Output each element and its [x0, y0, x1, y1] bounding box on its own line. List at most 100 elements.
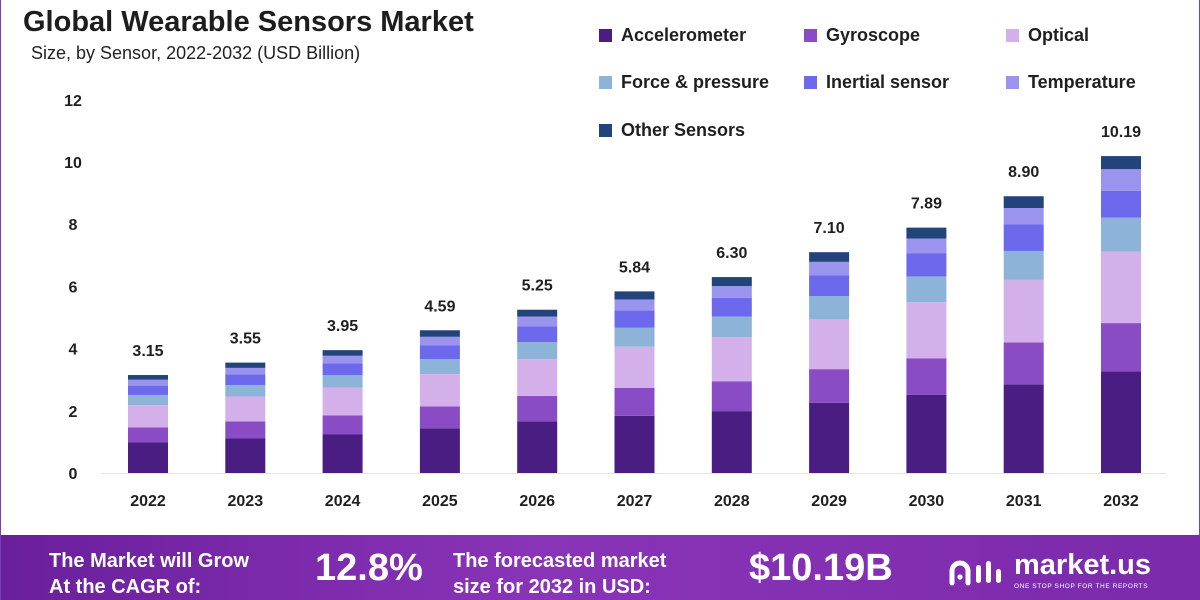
bar-segment	[128, 375, 168, 380]
cagr-label-line1: The Market will Grow	[49, 550, 250, 572]
legend-label: Temperature	[1028, 72, 1136, 92]
bar-total-label: 5.84	[619, 259, 650, 276]
bar-segment	[809, 319, 850, 370]
bar-segment	[322, 387, 363, 416]
bar-segment	[128, 379, 168, 386]
bar-segment	[614, 387, 655, 416]
bar-segment	[322, 363, 363, 376]
bar-segment	[614, 299, 655, 311]
legend-swatch	[599, 124, 612, 137]
bar-segment	[614, 415, 655, 473]
bar-segment	[1003, 342, 1044, 385]
bar-segment	[419, 374, 460, 407]
bar-segment	[1003, 250, 1044, 280]
bar-segment	[906, 227, 947, 239]
y-tick-label: 12	[64, 93, 82, 110]
x-tick-label: 2027	[617, 493, 653, 510]
bar-total-label: 4.59	[424, 298, 455, 315]
bar-segment	[906, 302, 947, 359]
bar-segment	[225, 374, 266, 385]
bar-total-label: 5.25	[522, 278, 553, 295]
bar-segment	[419, 359, 460, 375]
forecast-label-line2: size for 2032 in USD:	[453, 576, 651, 598]
bar-segment	[322, 355, 363, 364]
bar-segment	[1101, 190, 1141, 218]
bar-segment	[322, 375, 363, 388]
x-tick-label: 2023	[228, 493, 264, 510]
brand-tagline: ONE STOP SHOP FOR THE REPORTS	[1014, 583, 1149, 590]
bar-segment	[809, 296, 850, 320]
bar-total-label: 3.55	[230, 331, 261, 348]
bar-segment	[614, 327, 655, 347]
bar-segment	[322, 415, 363, 435]
bar-segment	[906, 358, 947, 395]
x-tick-label: 2029	[811, 493, 847, 510]
bar-total-label: 7.89	[911, 196, 942, 213]
y-tick-label: 4	[69, 342, 78, 359]
bar-total-label: 6.30	[716, 245, 747, 262]
legend-label: Other Sensors	[621, 120, 746, 140]
legend-swatch	[804, 29, 817, 42]
bar-segment	[225, 438, 266, 473]
bar-total-label: 10.19	[1101, 124, 1141, 141]
bar-segment	[322, 434, 363, 473]
bar-segment	[419, 345, 460, 360]
legend-swatch	[599, 76, 612, 89]
y-tick-label: 2	[69, 404, 78, 421]
bar-segment	[711, 337, 752, 382]
bar-segment	[419, 330, 460, 337]
forecast-value: $10.19B	[749, 547, 893, 589]
bar-segment	[419, 428, 460, 473]
bar-segment	[1101, 251, 1141, 324]
bar-segment	[517, 342, 558, 360]
legend-swatch	[804, 76, 817, 89]
legend-label: Inertial sensor	[826, 72, 950, 92]
legend-swatch	[1006, 76, 1019, 89]
bar-segment	[1003, 279, 1044, 343]
bar-segment	[517, 421, 558, 473]
bar-segment	[128, 442, 168, 473]
legend-label: Accelerometer	[621, 25, 747, 45]
legend-item: Optical	[1006, 25, 1089, 46]
bar-segment	[517, 326, 558, 343]
cagr-label-line2: At the CAGR of:	[49, 576, 202, 598]
legend-label: Gyroscope	[826, 25, 921, 45]
bar-segment	[809, 402, 850, 473]
bar-total-label: 7.10	[814, 220, 845, 237]
bar-segment	[128, 427, 168, 443]
bar-segment	[419, 406, 460, 429]
bar-segment	[1101, 169, 1141, 191]
footer-banner: The Market will Grow At the CAGR of: 12.…	[1, 535, 1200, 600]
bar-segment	[225, 367, 266, 375]
legend-item: Force & pressure	[599, 72, 769, 93]
bar-segment	[614, 346, 655, 388]
bar-segment	[225, 396, 266, 422]
y-tick-label: 8	[69, 217, 78, 234]
y-tick-label: 0	[69, 466, 78, 483]
chart-title: Global Wearable Sensors Market	[23, 6, 474, 38]
bar-segment	[517, 359, 558, 396]
bar-segment	[225, 362, 266, 368]
y-tick-label: 10	[64, 155, 82, 172]
x-tick-label: 2026	[519, 493, 555, 510]
bar-segment	[809, 369, 850, 403]
bar-total-label: 3.95	[327, 318, 358, 335]
bar-segment	[1101, 156, 1141, 170]
brand-mark-icon	[949, 560, 1001, 586]
bar-segment	[1101, 217, 1141, 252]
legend-item: Accelerometer	[599, 25, 746, 46]
bar-segment	[711, 411, 752, 473]
bar-segment	[809, 252, 850, 262]
bar-segment	[517, 316, 558, 327]
bar-segment	[225, 421, 266, 439]
bar-segment	[517, 309, 558, 317]
bar-segment	[419, 336, 460, 346]
legend-label: Optical	[1028, 25, 1090, 45]
legend-item: Inertial sensor	[804, 72, 949, 93]
bar-segment	[809, 275, 850, 297]
bar-segment	[1003, 208, 1044, 225]
legend-swatch	[1006, 29, 1019, 42]
bar-total-label: 8.90	[1008, 164, 1039, 181]
bar-segment	[128, 385, 168, 395]
